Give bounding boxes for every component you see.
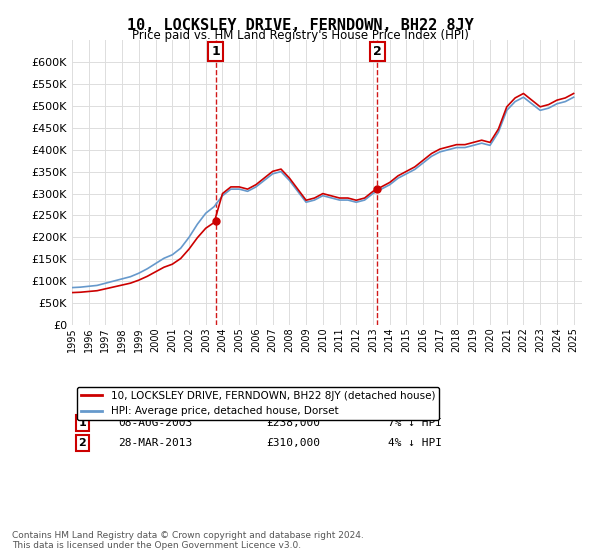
- Text: 28-MAR-2013: 28-MAR-2013: [118, 438, 192, 448]
- Text: £310,000: £310,000: [266, 438, 320, 448]
- Text: 7% ↓ HPI: 7% ↓ HPI: [388, 418, 442, 428]
- Text: Price paid vs. HM Land Registry's House Price Index (HPI): Price paid vs. HM Land Registry's House …: [131, 29, 469, 42]
- Text: 4% ↓ HPI: 4% ↓ HPI: [388, 438, 442, 448]
- Text: 1: 1: [211, 45, 220, 58]
- Text: 2: 2: [79, 438, 86, 448]
- Text: 2: 2: [373, 45, 382, 58]
- Text: Contains HM Land Registry data © Crown copyright and database right 2024.
This d: Contains HM Land Registry data © Crown c…: [12, 530, 364, 550]
- Legend: 10, LOCKSLEY DRIVE, FERNDOWN, BH22 8JY (detached house), HPI: Average price, det: 10, LOCKSLEY DRIVE, FERNDOWN, BH22 8JY (…: [77, 387, 439, 421]
- Text: 1: 1: [79, 418, 86, 428]
- Text: 10, LOCKSLEY DRIVE, FERNDOWN, BH22 8JY: 10, LOCKSLEY DRIVE, FERNDOWN, BH22 8JY: [127, 18, 473, 33]
- Text: £238,000: £238,000: [266, 418, 320, 428]
- Text: 08-AUG-2003: 08-AUG-2003: [118, 418, 192, 428]
